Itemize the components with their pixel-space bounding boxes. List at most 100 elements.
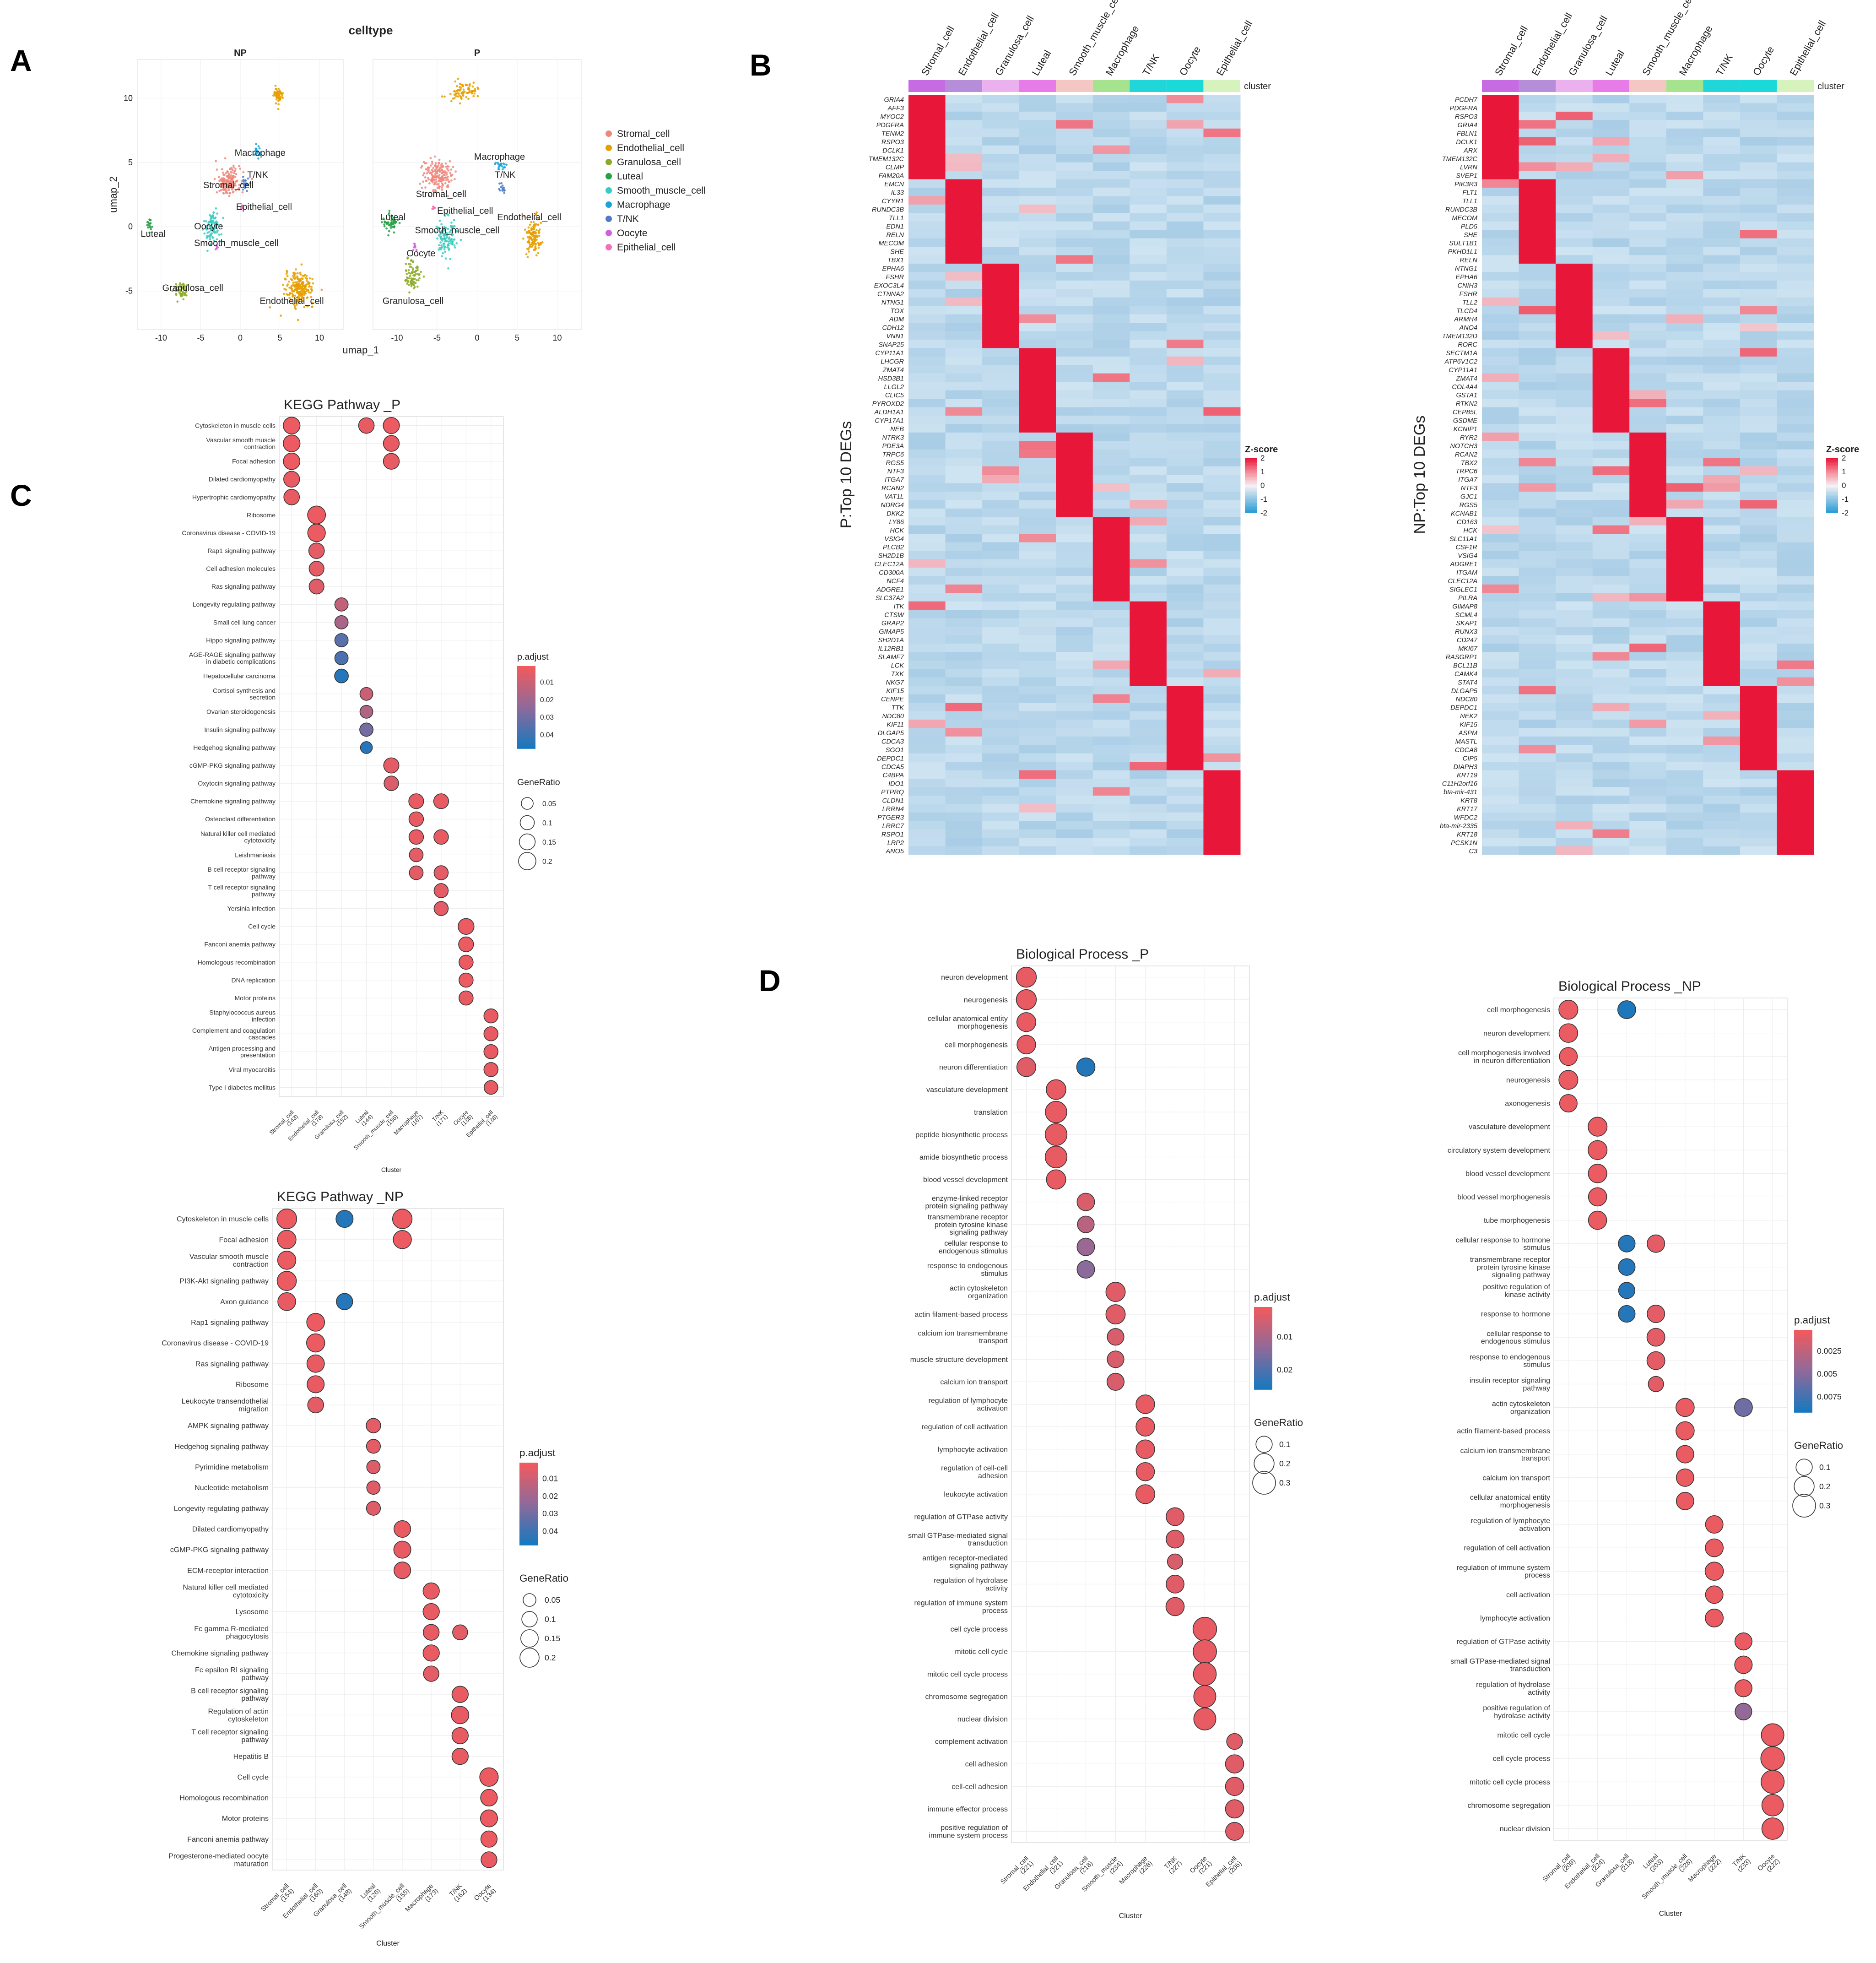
heatmap-cell <box>1166 95 1204 103</box>
umap-cell-point <box>538 228 541 231</box>
heatmap-gene-label: C3 <box>1469 848 1477 855</box>
dotplot-term-label: B cell receptor signaling pathway <box>191 1687 269 1703</box>
dotplot-padjust-swatch <box>519 1509 538 1513</box>
umap-cell-point <box>527 241 529 244</box>
umap-cell-point <box>211 228 214 230</box>
heatmap-gene-label: SH2D1A <box>878 637 904 644</box>
heatmap-cell <box>1703 247 1741 255</box>
heatmap-cell <box>1482 247 1519 255</box>
heatmap-cell <box>1092 745 1130 754</box>
heatmap-cell <box>1482 103 1519 112</box>
heatmap-cell <box>1740 314 1777 323</box>
heatmap-cell <box>1629 145 1667 154</box>
dotplot-padjust-swatch <box>517 694 535 697</box>
heatmap-cell <box>1056 348 1093 357</box>
heatmap-cell <box>1482 508 1519 517</box>
heatmap-cell <box>982 289 1020 298</box>
heatmap-cell <box>1629 829 1667 838</box>
umap-cell-point <box>422 275 425 278</box>
umap-cluster-label: Granulosa_cell <box>162 283 223 293</box>
heatmap-cell <box>1203 263 1241 272</box>
heatmap-gene-label: MASTL <box>1455 738 1477 745</box>
heatmap-cell <box>945 745 983 754</box>
dotplot-point <box>1016 989 1037 1010</box>
heatmap-cell <box>982 399 1020 407</box>
heatmap-gene-label: RORC <box>1458 342 1477 349</box>
heatmap-cell <box>908 179 946 188</box>
dotplot-size-key <box>521 1611 538 1627</box>
heatmap-gene-label: NTF3 <box>887 468 904 475</box>
heatmap-cell <box>1019 567 1056 576</box>
umap-cell-point <box>148 231 151 234</box>
heatmap-cell <box>1556 753 1593 762</box>
heatmap-cell <box>1019 551 1056 559</box>
heatmap-cell <box>1203 703 1241 711</box>
heatmap-cluster-label: Macrophage <box>1677 23 1715 77</box>
dotplot-point <box>408 829 424 845</box>
heatmap-gene-label: HSD3B1 <box>878 375 904 382</box>
umap-cell-point <box>537 223 540 226</box>
heatmap-cell <box>1092 491 1130 500</box>
heatmap-cell <box>945 120 983 129</box>
heatmap-cell <box>1592 627 1630 635</box>
umap-ytick: 0 <box>128 222 133 231</box>
umap-cell-point <box>290 298 292 301</box>
dotplot-size-key <box>519 833 536 851</box>
heatmap-cell <box>1203 289 1241 298</box>
umap-cell-point <box>416 266 419 269</box>
heatmap-cell <box>1166 719 1204 728</box>
heatmap-cell <box>982 736 1020 745</box>
heatmap-cell <box>1703 500 1741 509</box>
umap-cell-point <box>225 172 227 174</box>
dotplot-generatio-title: GeneRatio <box>517 777 560 787</box>
heatmap-cell <box>1740 804 1777 813</box>
dotplot-point <box>1676 1398 1695 1417</box>
heatmap-cell <box>945 567 983 576</box>
heatmap-zscore-swatch <box>1245 478 1257 480</box>
dotplot-padjust-swatch <box>519 1540 538 1543</box>
heatmap-cell <box>1203 95 1241 103</box>
heatmap-gene-label: PYROXD2 <box>872 401 904 408</box>
heatmap-cluster-label: Endothelial_cell <box>956 11 1001 78</box>
heatmap-cell <box>1703 297 1741 306</box>
heatmap-cell <box>1482 517 1519 526</box>
heatmap-cell <box>1556 128 1593 137</box>
umap-cell-point <box>220 233 223 236</box>
heatmap-cell <box>908 221 946 230</box>
umap-xtick: -5 <box>433 333 441 342</box>
heatmap-cell <box>1703 534 1741 543</box>
dotplot-point <box>1588 1187 1607 1207</box>
heatmap-cell <box>1056 584 1093 593</box>
umap-cell-point <box>239 168 242 170</box>
heatmap-cell <box>1130 272 1167 281</box>
umap-legend-label: Epithelial_cell <box>617 242 676 253</box>
heatmap-cell <box>1629 339 1667 348</box>
dotplot-term-label: Lysosome <box>236 1608 269 1616</box>
umap-cluster-label: Stromal_cell <box>203 180 254 190</box>
heatmap-cell <box>1166 289 1204 298</box>
dotplot-term-label: Fc epsilon RI signaling pathway <box>195 1666 269 1682</box>
heatmap-cell <box>1482 339 1519 348</box>
heatmap-cluster-label: T/NK <box>1714 52 1735 77</box>
umap-cell-point <box>221 186 223 188</box>
umap-cell-point <box>421 164 423 167</box>
heatmap-cell <box>1482 534 1519 543</box>
umap-cell-point <box>234 168 237 170</box>
heatmap-cell <box>1740 567 1777 576</box>
heatmap-cell <box>1092 213 1130 222</box>
umap-cell-point <box>534 246 537 249</box>
heatmap-cell <box>1666 407 1703 416</box>
umap-cell-point <box>243 187 246 189</box>
heatmap-cell <box>1592 711 1630 720</box>
umap-cell-point <box>433 175 436 178</box>
heatmap-gene-label: MECOM <box>1452 215 1478 222</box>
heatmap-cell <box>1519 171 1556 179</box>
umap-cell-point <box>503 166 506 168</box>
heatmap-cell <box>1203 365 1241 374</box>
heatmap-cell <box>1130 356 1167 365</box>
heatmap-cell <box>1592 829 1630 838</box>
heatmap-cell <box>1703 171 1741 179</box>
umap-cell-point <box>467 92 469 94</box>
heatmap-cell <box>1777 567 1814 576</box>
heatmap-cell <box>908 669 946 678</box>
